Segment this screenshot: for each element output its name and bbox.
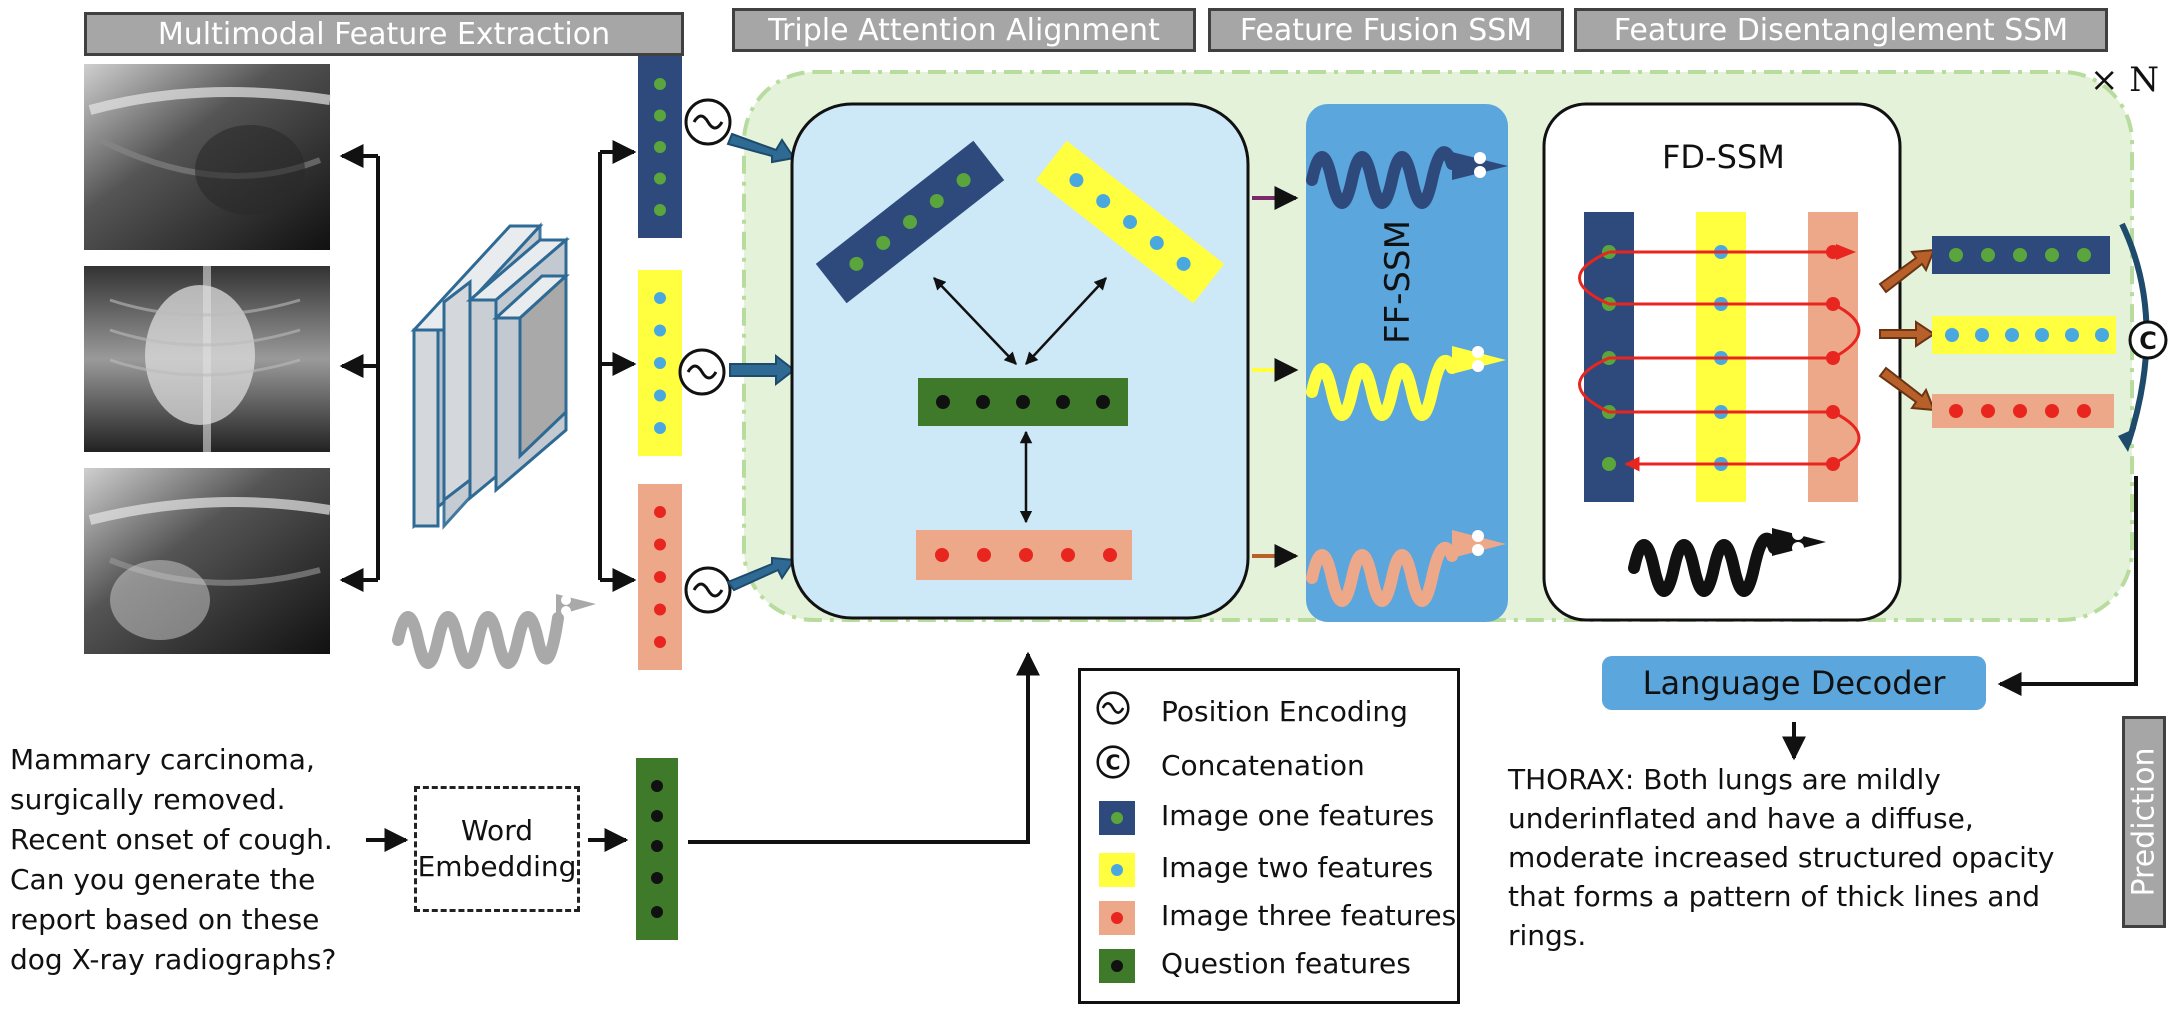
repeat-count-label: × N	[2090, 60, 2160, 100]
pe-to-alignment-arrows	[726, 132, 796, 592]
fd-ssm-label: FD-SSM	[1662, 138, 1785, 176]
svg-text:C: C	[2139, 327, 2157, 355]
legend-question: Question features	[1081, 941, 1457, 989]
image-input-arrows	[339, 144, 380, 592]
image-three-feature-bar	[638, 484, 682, 670]
output-image-three-bar	[1932, 394, 2114, 428]
prediction-label: Prediction	[2126, 747, 2162, 897]
legend-label: Concatenation	[1161, 749, 1365, 782]
concatenation-icon: C	[2128, 320, 2168, 360]
legend-concatenation: C Concatenation	[1081, 743, 1457, 791]
word-embedding-box: Word Embedding	[414, 786, 580, 912]
legend-label: Question features	[1161, 947, 1411, 980]
word-embedding-line2: Embedding	[417, 850, 577, 883]
question-to-alignment-arrow	[688, 651, 1040, 844]
output-image-one-bar	[1932, 236, 2110, 274]
xray-image-2	[84, 266, 330, 452]
header-feature-fusion: Feature Fusion SSM	[1208, 8, 1564, 52]
xray-image-3	[84, 468, 331, 654]
legend-box: Position Encoding C Concatenation Image …	[1078, 668, 1460, 1004]
legend-label: Image two features	[1161, 851, 1434, 884]
ff-ssm-snake-blue-icon	[1306, 146, 1508, 209]
legend-label: Image three features	[1161, 899, 1457, 932]
image-three-swatch	[1099, 901, 1135, 935]
header-feature-extraction: Multimodal Feature Extraction	[84, 12, 684, 56]
fd-ssm-snake-black-icon	[1628, 528, 1826, 597]
concatenation-icon: C	[1096, 745, 1130, 779]
feature-branch-arrows	[598, 140, 637, 592]
fd-ssm-scan-path	[1578, 250, 1861, 464]
svg-text:C: C	[1106, 751, 1121, 775]
legend-image-two: Image two features	[1081, 845, 1457, 893]
question-feature-bar	[636, 758, 678, 940]
image-one-swatch	[1099, 801, 1135, 835]
xray-image-1	[84, 64, 331, 250]
disentangle-output-arrows	[1878, 248, 1936, 412]
image-two-feature-bar	[638, 270, 682, 456]
legend-label: Position Encoding	[1161, 695, 1408, 728]
alignment-attention-arrows	[933, 277, 1107, 524]
header-feature-disentanglement: Feature Disentanglement SSM	[1574, 8, 2108, 52]
image-two-swatch	[1099, 853, 1135, 887]
language-decoder-label: Language Decoder	[1642, 664, 1946, 702]
header-triple-attention: Triple Attention Alignment	[732, 8, 1196, 52]
ff-ssm-snake-yellow-icon	[1306, 346, 1506, 421]
prediction-to-decoder-arrow	[1997, 476, 2138, 696]
legend-position-encoding: Position Encoding	[1081, 689, 1457, 737]
cnn-encoder-icon	[410, 222, 571, 530]
question-text: Mammary carcinoma, surgically removed. R…	[10, 743, 337, 976]
position-encoding-icons	[678, 98, 732, 614]
alignment-question-bar	[918, 378, 1128, 426]
legend-label: Image one features	[1161, 799, 1435, 832]
legend-image-three: Image three features	[1081, 893, 1457, 941]
position-encoding-icon	[1096, 691, 1130, 725]
legend-image-one: Image one features	[1081, 793, 1457, 841]
alignment-image-three-bar	[916, 530, 1132, 580]
word-embedding-line1: Word	[461, 814, 533, 847]
image-one-feature-bar	[638, 56, 682, 238]
alignment-image-two-bar	[1035, 140, 1225, 304]
generated-report-text: THORAX: Both lungs are mildly underinfla…	[1508, 763, 2055, 952]
alignment-to-fusion-arrows	[1252, 186, 1299, 568]
feature-bars	[638, 56, 682, 670]
question-swatch	[1099, 949, 1135, 983]
ssm-snake-grey-icon	[392, 594, 596, 669]
ff-ssm-snake-peach-icon	[1306, 530, 1506, 607]
prediction-tag: Prediction	[2122, 716, 2166, 928]
ff-ssm-box	[1306, 104, 1508, 622]
alignment-image-one-bar	[815, 140, 1005, 304]
output-image-two-bar	[1932, 316, 2116, 354]
language-decoder-box: Language Decoder	[1602, 656, 1986, 710]
ff-ssm-label: FF-SSM	[1378, 220, 1418, 344]
